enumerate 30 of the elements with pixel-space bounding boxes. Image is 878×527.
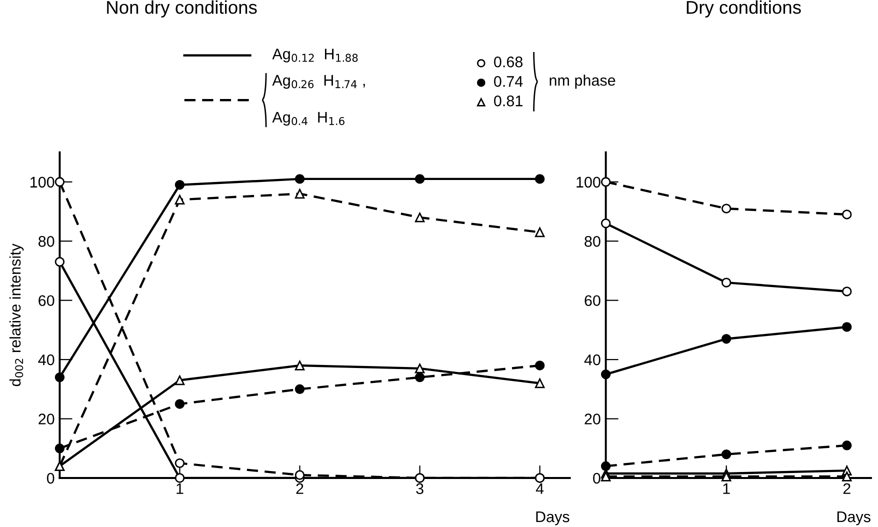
x-axis-title: Days xyxy=(536,512,570,526)
x-axis-title: Days xyxy=(837,512,870,526)
x-tick-label: 4 xyxy=(536,483,544,494)
y-tick-label: 100 xyxy=(30,176,54,188)
text: nm phase xyxy=(550,74,616,89)
chart-title: Dry conditions xyxy=(686,0,801,18)
text: Ag$_{0.12}$ H$_{1.88}$ xyxy=(272,48,358,62)
x-tick-label: 1 xyxy=(176,483,184,494)
x-tick-label: 2 xyxy=(843,483,850,494)
y-tick-label: 60 xyxy=(584,295,600,306)
text: Ag$_{0.4}$ H$_{1.6}$ xyxy=(272,112,344,126)
x-tick-label: 2 xyxy=(296,483,304,494)
y-tick-label: 80 xyxy=(38,236,54,247)
y-axis-title: d$_{002}$ relative intensity xyxy=(9,244,24,386)
y-tick-label: 20 xyxy=(584,414,600,424)
chart-title: Non dry conditions xyxy=(107,0,257,18)
x-tick-label: 1 xyxy=(723,483,730,494)
y-tick-label: 60 xyxy=(38,295,54,306)
y-tick-label: 40 xyxy=(38,354,54,366)
y-tick-label: 80 xyxy=(584,236,600,247)
y-tick-label: 40 xyxy=(584,354,600,366)
text: 0.81 xyxy=(494,96,522,106)
text: 0.68 xyxy=(494,56,523,68)
x-tick-label: 3 xyxy=(416,483,424,494)
y-tick-label: 100 xyxy=(576,176,600,188)
y-tick-label: 0 xyxy=(46,472,54,484)
text: Ag$_{0.26}$ H$_{1.74}$ , xyxy=(272,75,365,89)
y-tick-label: 0 xyxy=(593,472,600,484)
text: 0.74 xyxy=(494,76,523,87)
y-tick-label: 20 xyxy=(38,414,54,424)
